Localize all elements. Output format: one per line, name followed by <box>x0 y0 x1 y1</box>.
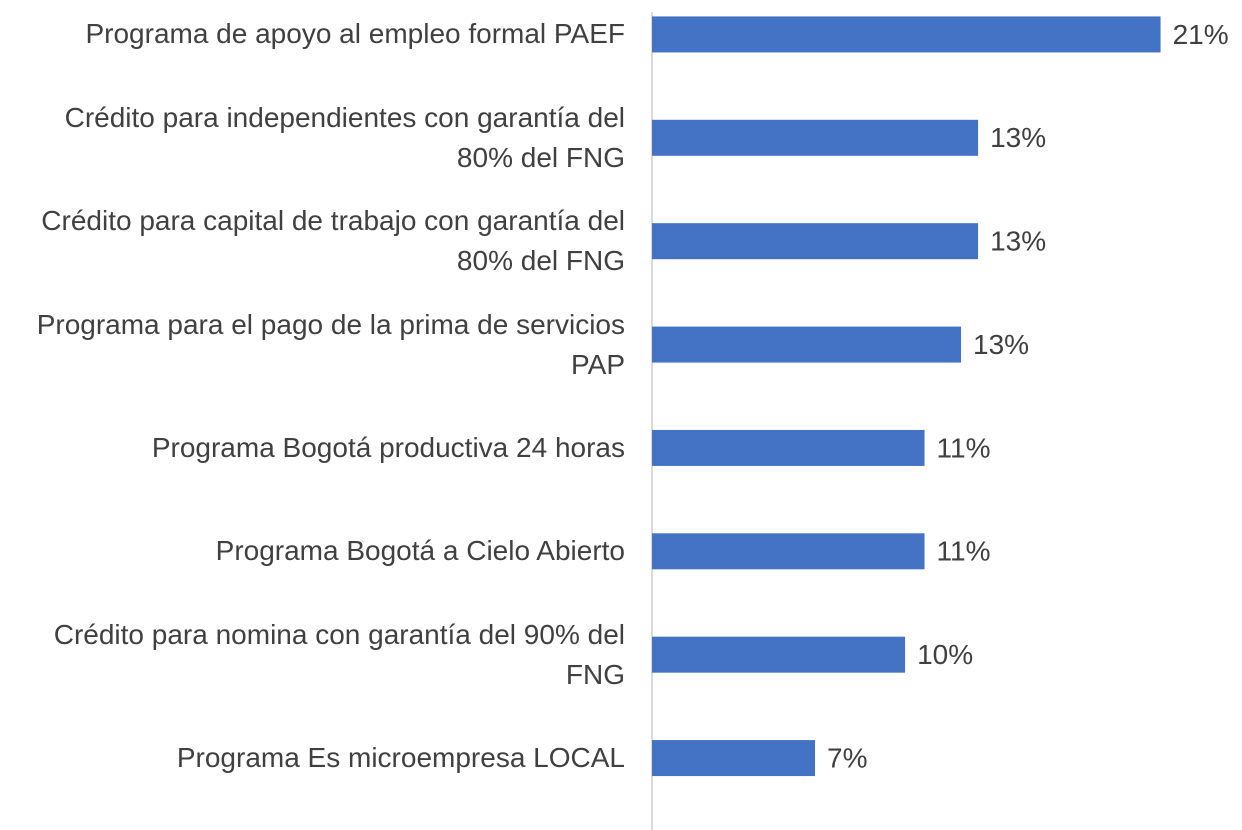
bar <box>652 533 925 570</box>
category-label: Crédito para capital de trabajo con gara… <box>41 205 625 277</box>
value-label: 11% <box>937 432 991 463</box>
category-label: Programa de apoyo al empleo formal PAEF <box>85 18 625 50</box>
value-label: 11% <box>937 536 991 567</box>
value-label: 7% <box>827 742 867 773</box>
category-label: Programa para el pago de la prima de ser… <box>36 308 625 380</box>
bar <box>652 16 1161 53</box>
bar <box>652 326 962 363</box>
bar <box>652 119 979 156</box>
bar <box>652 429 925 466</box>
category-label: Crédito para nomina con garantía del 90%… <box>53 618 625 690</box>
category-label: Programa Bogotá productiva 24 horas <box>151 431 625 463</box>
category-label: Programa Bogotá a Cielo Abierto <box>215 535 625 567</box>
value-label: 13% <box>973 329 1029 360</box>
category-label: Programa Es microempresa LOCAL <box>176 742 625 774</box>
value-label: 13% <box>990 122 1046 153</box>
value-label: 10% <box>917 639 973 670</box>
bar <box>652 636 906 673</box>
category-label: Crédito para independientes con garantía… <box>64 101 625 173</box>
bar <box>652 740 816 777</box>
value-label: 21% <box>1173 19 1229 50</box>
value-label: 13% <box>990 226 1046 257</box>
bar <box>652 223 979 260</box>
